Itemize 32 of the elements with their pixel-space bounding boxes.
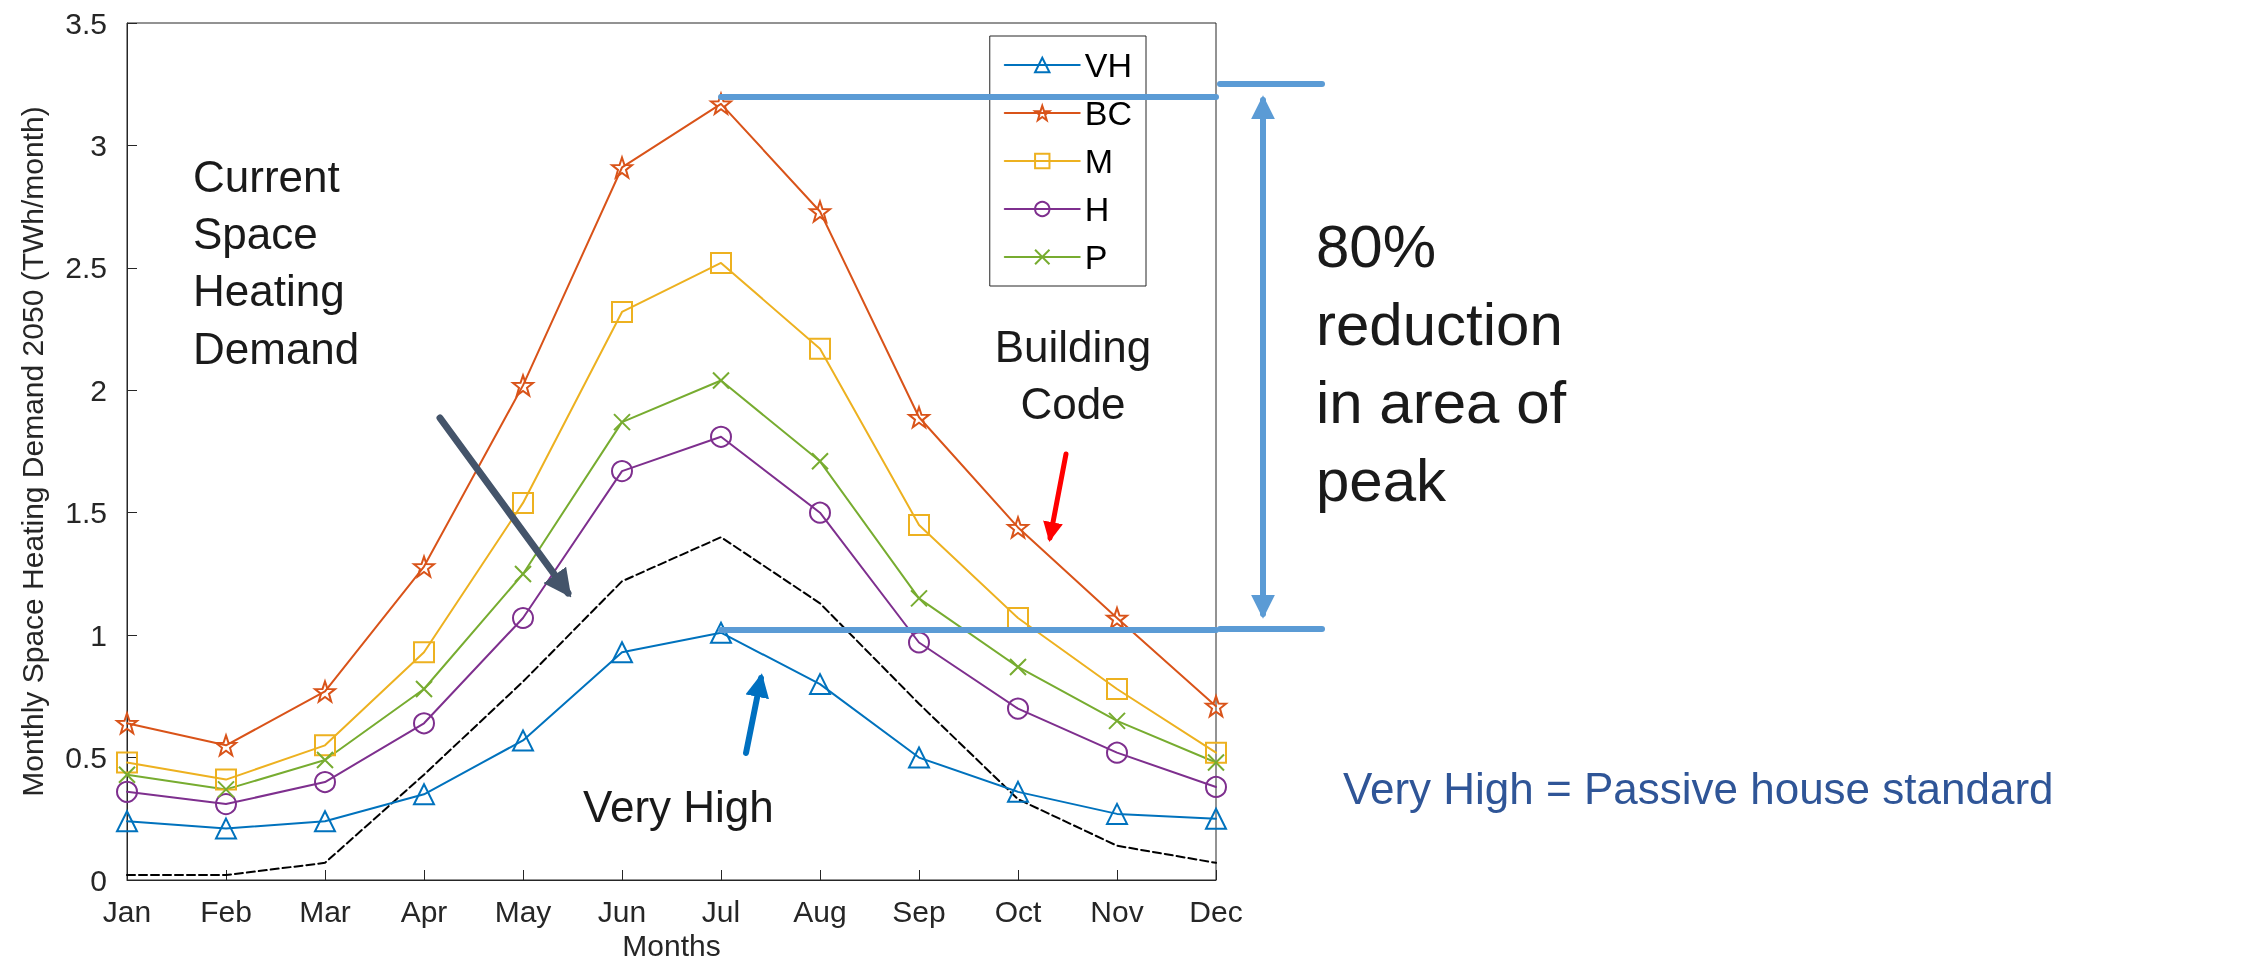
x-tick-label: Jul (701, 894, 741, 928)
annotation: Very High (583, 781, 775, 833)
y-axis-title: Monthly Space Heating Demand 2050 (TWh/month) (15, 106, 49, 797)
y-tick-label: 2.5 (65, 251, 107, 285)
legend-label: P (1084, 238, 1108, 276)
text: 80% reduction in area of peak (1316, 212, 1568, 516)
x-tick-label: May (494, 894, 552, 928)
y-tick-label: 3 (90, 128, 107, 162)
x-tick-label: Oct (994, 894, 1042, 928)
y-tick-label: 3.5 (65, 6, 107, 40)
y-tick-label: 2 (90, 373, 107, 407)
x-tick-label: Sep (892, 894, 946, 928)
text: Very High = Passive house standard (1343, 763, 2055, 815)
y-tick-label: 1.5 (65, 496, 107, 530)
annotation: Building Code (993, 321, 1153, 431)
legend-label: H (1084, 190, 1110, 228)
annotation: Current Space Heating Demand (193, 151, 361, 375)
y-tick-label: 0.5 (65, 741, 107, 775)
legend-label: BC (1084, 94, 1132, 132)
x-tick-label: Dec (1189, 894, 1243, 928)
y-tick-label: 0 (90, 863, 107, 897)
x-tick-label: Nov (1090, 894, 1144, 928)
x-tick-label: Apr (400, 894, 448, 928)
y-tick-label: 1 (90, 618, 107, 652)
legend-label: M (1084, 142, 1114, 180)
x-tick-label: Mar (299, 894, 351, 928)
x-tick-label: Aug (793, 894, 847, 928)
legend-label: VH (1084, 46, 1132, 84)
x-tick-label: Jan (102, 894, 152, 928)
x-axis-title: Months (622, 929, 721, 963)
x-tick-label: Jun (597, 894, 647, 928)
x-tick-label: Feb (200, 894, 252, 928)
